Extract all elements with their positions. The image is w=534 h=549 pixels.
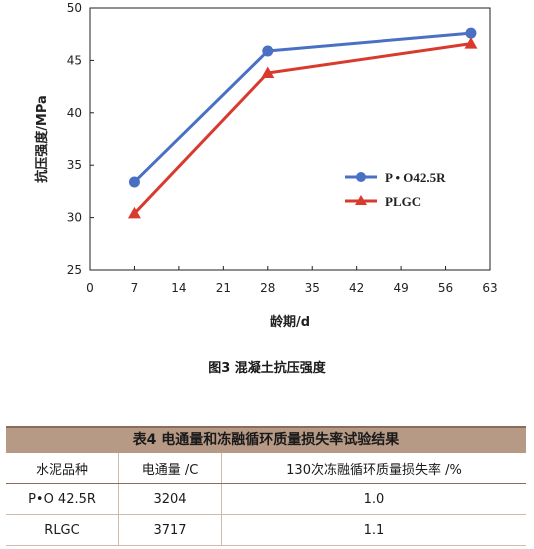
table-header-cell: 水泥品种: [6, 453, 119, 484]
table-cell: RLGC: [6, 514, 119, 546]
table-title: 表4 电通量和冻融循环质量损失率试验结果: [6, 426, 526, 453]
table-cell: 1.1: [221, 514, 526, 546]
table-header-cell: 电通量 /C: [118, 453, 222, 484]
y-axis-label: 抗压强度/MPa: [34, 95, 50, 183]
x-tick-label: 21: [216, 281, 231, 295]
x-tick-label: 0: [86, 281, 94, 295]
table-header-row: 水泥品种 电通量 /C 130次冻融循环质量损失率 /%: [6, 453, 526, 484]
x-tick-label: 14: [171, 281, 186, 295]
data-point: [262, 45, 274, 57]
data-point: [127, 206, 141, 219]
legend-marker: [355, 195, 367, 205]
y-tick-label: 30: [67, 211, 82, 225]
x-tick-label: 56: [438, 281, 453, 295]
x-axis-label: 龄期/d: [270, 314, 310, 330]
data-point: [465, 27, 477, 39]
y-tick-label: 40: [67, 106, 82, 120]
figure-caption: 图3 混凝土抗压强度: [208, 361, 326, 376]
y-tick-label: 45: [67, 53, 82, 67]
data-point: [464, 37, 478, 49]
data-point: [261, 66, 275, 78]
y-tick-label: 25: [67, 263, 82, 277]
x-tick-label: 63: [482, 281, 497, 295]
plot-frame: [89, 7, 491, 271]
x-tick-label: 7: [131, 281, 139, 295]
x-tick-label: 28: [260, 281, 275, 295]
table-row: P•O 42.5R 3204 1.0: [6, 483, 526, 515]
table-header-cell: 130次冻融循环质量损失率 /%: [221, 453, 526, 484]
series-line-1: [133, 42, 472, 215]
y-tick-label: 50: [67, 1, 82, 15]
table-row: RLGC 3717 1.1: [6, 514, 526, 546]
y-tick-label: 35: [67, 158, 82, 172]
results-table: 表4 电通量和冻融循环质量损失率试验结果 水泥品种 电通量 /C 130次冻融循…: [6, 426, 526, 546]
table-cell: 1.0: [221, 483, 526, 515]
table-cell: 3717: [118, 514, 222, 546]
x-tick-label: 35: [305, 281, 320, 295]
compressive-strength-chart: 25 30 35 40 45 50 0 7 14 21 28 35 42 49 56 63 龄期/d 抗压强度/M…: [34, 1, 498, 330]
table-cell: P•O 42.5R: [6, 483, 119, 515]
legend-label: PLGC: [385, 194, 421, 209]
legend-label: P • O42.5R: [385, 170, 446, 185]
x-tick-label: 42: [349, 281, 364, 295]
legend-marker: [356, 172, 366, 182]
table-cell: 3204: [118, 483, 222, 515]
data-point: [128, 176, 140, 188]
x-tick-label: 49: [393, 281, 408, 295]
